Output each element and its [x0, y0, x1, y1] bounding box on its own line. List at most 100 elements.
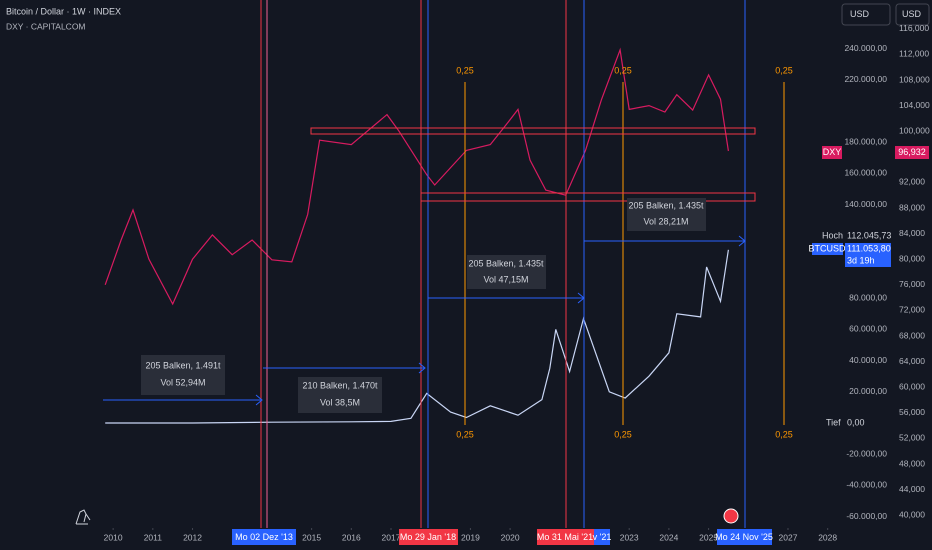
date-badges: Mo 02 Dez '13 Mo 29 Jan '18 Mo 31 Mai '2…	[232, 508, 773, 545]
measure-vol: Vol 38,5M	[320, 397, 360, 407]
series-line	[104, 47, 729, 306]
measure-vol: Vol 28,21M	[643, 216, 688, 226]
badge-bg	[537, 529, 594, 545]
y-tick-label: 20.000,00	[849, 386, 887, 396]
y2-tick-label: 108,000	[899, 74, 930, 84]
y-tick-label: 40.000,00	[849, 355, 887, 365]
zone	[420, 192, 756, 202]
fib-label: 0,25	[614, 65, 632, 75]
date-badge: Mo 02 Dez '13	[235, 532, 293, 542]
currency-label: USD	[850, 9, 870, 19]
y2-tick-label: 104,000	[899, 100, 930, 110]
plot	[104, 47, 729, 424]
x-tick-label: 2016	[342, 532, 361, 542]
y2-tick-label: 84,000	[899, 228, 925, 238]
tag-bg	[845, 243, 891, 267]
event-icon[interactable]	[723, 508, 739, 524]
measure-box	[627, 198, 706, 231]
date-badge: Mo 31 Mai '21	[537, 532, 593, 542]
fib-labels: 0,25 0,25 0,25 0,25 0,25 0,25	[456, 65, 793, 439]
x-tick-label: 2025	[699, 532, 718, 542]
overlay-title: DXY · CAPITALCOM	[6, 21, 86, 31]
y2-tick-label: 68,000	[899, 330, 925, 340]
y2-tick-label: 116,000	[899, 23, 929, 33]
date-badge: v '21	[593, 532, 612, 542]
y2-tick-label: 88,000	[899, 202, 925, 212]
y-tick-label: -20.000,00	[846, 448, 887, 458]
y-tick-label: 220.000,00	[844, 74, 887, 84]
btc-price: 111.053,80	[847, 243, 891, 253]
btc-tag: BTCUSD	[808, 243, 846, 253]
tag-bg	[812, 243, 843, 255]
y2-tick-label: 64,000	[899, 356, 925, 366]
fib-label: 0,25	[775, 65, 793, 75]
dxy-tag: DXY	[823, 147, 842, 157]
y2-tick-label: 40,000	[899, 509, 925, 519]
measure-vol: Vol 47,15M	[483, 274, 528, 284]
dxy-price: 96,932	[898, 147, 926, 157]
measure-bars: 205 Balken, 1.435t	[628, 200, 704, 210]
y-tick-label: 180.000,00	[844, 136, 887, 146]
logo	[75, 509, 91, 525]
tag-bg	[895, 146, 929, 159]
y2-tick-label: 60,000	[899, 381, 925, 391]
currency-button[interactable]	[895, 3, 930, 26]
y-tick-label: 60.000,00	[849, 324, 887, 334]
fib-label: 0,25	[456, 65, 474, 75]
fib-label: 0,25	[614, 429, 632, 439]
y2-tick-label: 56,000	[899, 407, 925, 417]
currency-button[interactable]	[841, 3, 891, 26]
arrow	[428, 292, 585, 304]
measure-vol: Vol 52,94M	[160, 377, 205, 387]
symbol-title: Bitcoin / Dollar · 1W · INDEX	[6, 6, 121, 16]
arrow	[263, 362, 426, 374]
badge-bg	[232, 529, 296, 545]
y2-tick-label: 48,000	[899, 458, 925, 468]
y2-tick-label: 92,000	[899, 177, 925, 187]
x-tick-label: 2027	[779, 532, 798, 542]
x-tick-label: 2028	[818, 532, 837, 542]
fib-label: 0,25	[456, 429, 474, 439]
fib-label: 0,25	[775, 429, 793, 439]
x-tick-label: 2023	[620, 532, 639, 542]
y2-tick-label: 80,000	[899, 253, 925, 263]
currency-label: USD	[902, 9, 922, 19]
x-tick-label: 2017	[382, 532, 401, 542]
measure-boxes: 205 Balken, 1.491t Vol 52,94M 210 Balken…	[141, 198, 706, 413]
date-badge: Mo 29 Jan '18	[400, 532, 456, 542]
y-tick-label: 140.000,00	[844, 199, 887, 209]
y2-tick-label: 72,000	[899, 305, 925, 315]
badge-bg	[717, 529, 772, 545]
badge-bg	[594, 529, 610, 545]
date-badge: Mo 24 Nov '25	[715, 532, 773, 542]
x-tick-label: 2011	[144, 532, 163, 542]
y2-tick-label: 100,000	[899, 125, 930, 135]
measure-box	[141, 355, 225, 395]
x-tick-label: 2010	[104, 532, 123, 542]
y-tick-label: -60.000,00	[846, 511, 887, 521]
x-tick-label: 2024	[659, 532, 678, 542]
btc-countdown: 3d 19h	[847, 255, 875, 265]
x-tick-label: 2020	[501, 532, 520, 542]
y-tick-label: 240.000,00	[844, 43, 887, 53]
badge-bg	[399, 529, 458, 545]
arrow	[103, 394, 263, 406]
y-tick-label: 80.000,00	[849, 292, 887, 302]
tag-bg	[845, 230, 891, 242]
y2-tick-label: 52,000	[899, 433, 925, 443]
y2-tick-label: 44,000	[899, 484, 925, 494]
markers	[103, 0, 785, 528]
high-label: Hoch	[822, 230, 843, 240]
x-tick-label: 2012	[183, 532, 202, 542]
measure-bars: 205 Balken, 1.435t	[468, 258, 544, 268]
measure-box	[298, 377, 382, 413]
arrow	[584, 235, 746, 247]
y-tick-label: -40.000,00	[846, 480, 887, 490]
y2-tick-label: 76,000	[899, 279, 925, 289]
x-tick-label: 2019	[461, 532, 480, 542]
tag-bg	[822, 146, 842, 159]
measure-box	[467, 255, 546, 289]
